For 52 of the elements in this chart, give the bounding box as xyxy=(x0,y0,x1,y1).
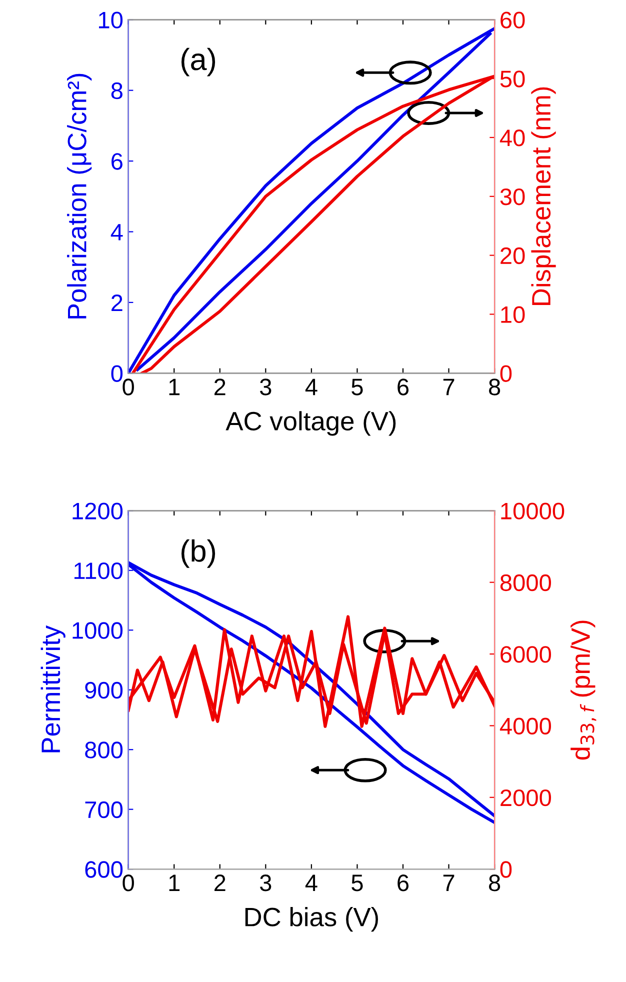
y-tick-label: 4 xyxy=(110,224,123,240)
x-tick-label: 8 xyxy=(489,378,500,396)
x-tick-label: 5 xyxy=(352,874,363,892)
x-tick-label: 2 xyxy=(214,874,226,892)
x-tick-label: 2 xyxy=(214,378,226,396)
y2-tick-label: 30 xyxy=(500,188,525,206)
y-tick-label: 1200 xyxy=(72,502,123,520)
y2-tick-label: 50 xyxy=(500,70,525,88)
y2-tick-label: 60 xyxy=(500,12,525,28)
y-tick-label: 8 xyxy=(111,82,122,100)
x-axis-title: DC bias (V) xyxy=(245,907,378,932)
x-tick-label: 4 xyxy=(305,874,318,892)
x-tick-label: 8 xyxy=(489,874,500,892)
x-axis-title: AC voltage (V) xyxy=(226,411,396,436)
y-tick-label: 6 xyxy=(112,153,122,170)
y2-tick-label: 4000 xyxy=(500,718,552,734)
y2-tick-label: 6000 xyxy=(500,646,552,663)
y2-tick-label: 0 xyxy=(500,365,512,382)
y2-tick-label: 2000 xyxy=(500,789,552,806)
y-tick-label: 1100 xyxy=(74,562,123,580)
x-tick-label: 1 xyxy=(169,378,180,396)
y2-tick-label: 10000 xyxy=(501,502,564,520)
y-tick-label: 800 xyxy=(85,742,123,758)
y-tick-label: 600 xyxy=(85,861,123,878)
annotation: (a) xyxy=(181,48,216,76)
x-tick-label: 5 xyxy=(352,378,363,396)
x-tick-label: 6 xyxy=(398,874,409,892)
y2-tick-label: 20 xyxy=(500,247,525,264)
y-tick-label: 700 xyxy=(85,801,123,818)
x-tick-label: 1 xyxy=(169,874,180,892)
x-tick-label: 4 xyxy=(305,378,318,396)
x-tick-label: 7 xyxy=(443,378,454,396)
y2-axis-title: d$_{33,f}$ (pm/V) xyxy=(570,620,596,760)
y-tick-label: 10 xyxy=(99,12,123,28)
x-tick-label: 0 xyxy=(122,874,134,892)
y2-axis-title: Displacement (nm) xyxy=(531,87,556,305)
y-axis-title: Permittivity xyxy=(40,625,66,752)
y2-tick-label: 8000 xyxy=(500,574,552,592)
x-tick-label: 6 xyxy=(398,378,409,396)
y-tick-label: 0 xyxy=(111,365,123,382)
y2-tick-label: 40 xyxy=(500,130,525,146)
y2-tick-label: 10 xyxy=(501,306,525,324)
y-axis-title: Polarization (μC/cm²) xyxy=(67,74,92,318)
x-tick-label: 7 xyxy=(443,874,454,892)
annotation: (b) xyxy=(181,539,216,568)
y-tick-label: 900 xyxy=(85,682,123,699)
x-tick-label: 3 xyxy=(260,874,272,892)
x-tick-label: 0 xyxy=(122,378,134,396)
y-tick-label: 2 xyxy=(112,294,122,312)
x-tick-label: 3 xyxy=(260,378,272,396)
y2-tick-label: 0 xyxy=(500,861,512,878)
y-tick-label: 1000 xyxy=(72,622,123,639)
